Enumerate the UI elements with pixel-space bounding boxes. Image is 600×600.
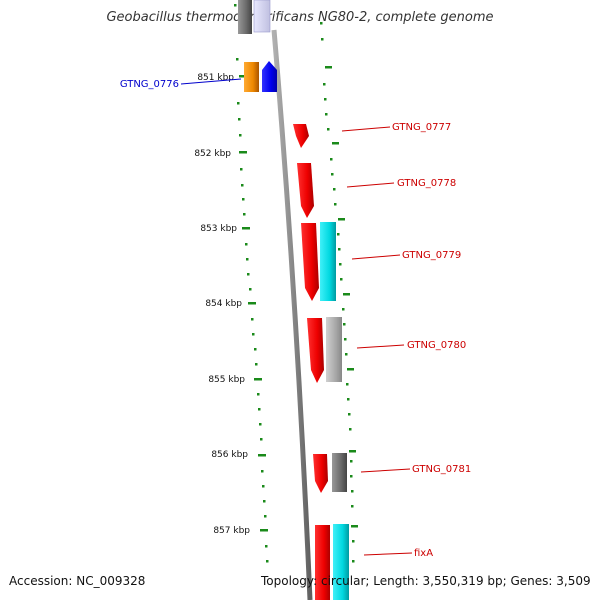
tick-label-854: 854 kbp [205,299,242,309]
gene-label-fixa[interactable]: fixA [414,548,433,559]
tick-label-853: 853 kbp [200,224,237,234]
gene-label-gtng-0780[interactable]: GTNG_0780 [407,340,466,351]
tick-label-852: 852 kbp [194,149,231,159]
gene-gtng-0778-feature[interactable] [297,163,314,218]
accession-text: Accession: NC_009328 [9,574,146,588]
genome-backbone [271,29,313,600]
gene-labels: GTNG_0776 GTNG_0777 GTNG_0778 GTNG_0779 … [120,79,471,559]
tick-label-851: 851 kbp [197,73,234,83]
gene-fixa-feature[interactable] [315,524,349,600]
tick-labels: 851 kbp 852 kbp 853 kbp 854 kbp 855 kbp … [194,73,250,536]
gene-label-gtng-0776[interactable]: GTNG_0776 [120,79,179,90]
tick-label-857: 857 kbp [213,526,250,536]
gene-label-gtng-0778[interactable]: GTNG_0778 [397,178,456,189]
right-major-ticks [325,66,358,528]
top-partial-features [238,0,271,34]
gene-gtng-0776-feature[interactable] [244,61,277,92]
left-minor-ticks [234,4,269,563]
gene-label-gtng-0779[interactable]: GTNG_0779 [402,250,461,261]
left-major-ticks [239,75,268,532]
gene-gtng-0781-feature[interactable] [313,453,347,493]
tick-label-855: 855 kbp [208,375,245,385]
genome-title: Geobacillus thermodenitrificans NG80-2, … [106,10,494,25]
tick-label-856: 856 kbp [211,450,248,460]
gene-gtng-0779-feature[interactable] [301,222,336,301]
gene-label-gtng-0777[interactable]: GTNG_0777 [392,122,451,133]
label-leaders [180,78,413,556]
right-minor-ticks [320,22,355,563]
genome-stats-text: Topology: circular; Length: 3,550,319 bp… [261,574,591,588]
gene-gtng-0780-feature[interactable] [307,317,342,383]
gene-gtng-0777-feature[interactable] [293,124,309,148]
gene-label-gtng-0781[interactable]: GTNG_0781 [412,464,471,475]
